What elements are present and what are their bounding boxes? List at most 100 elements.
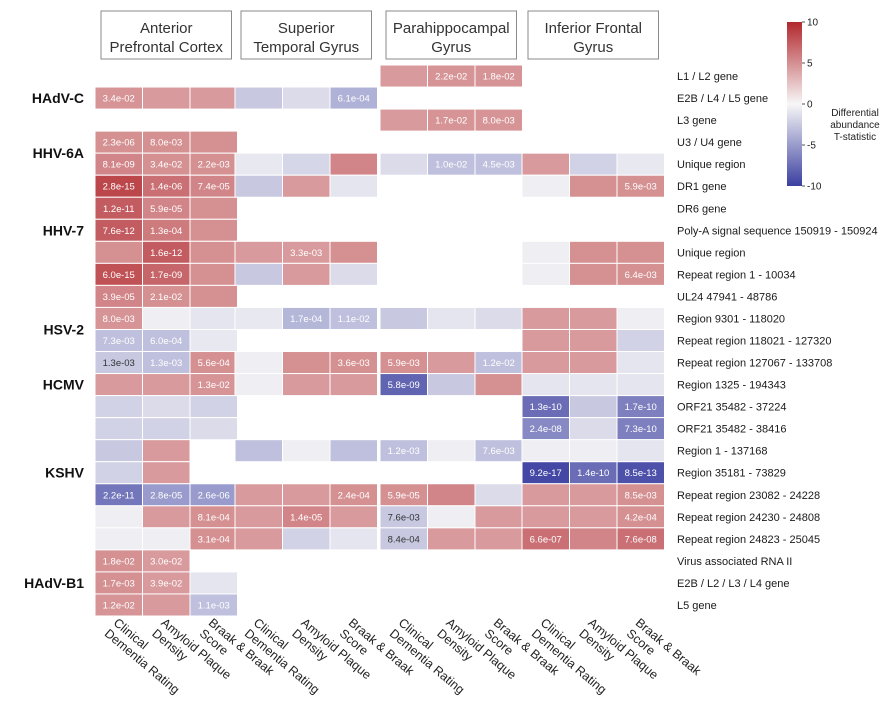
heatmap-cell (282, 86, 331, 110)
row-label: L1 / L2 gene (677, 71, 738, 83)
heatmap-cell (616, 240, 665, 264)
cell-value-label: 3.4e-02 (150, 160, 182, 171)
heatmap-cell (616, 351, 665, 375)
virus-group-label: HCMV (43, 377, 85, 393)
heatmap-cell (189, 130, 238, 154)
region-header-label: Superior (278, 20, 335, 37)
cell-value-label: 3.3e-03 (290, 248, 322, 259)
heatmap-cell (189, 395, 238, 419)
heatmap-cell (282, 373, 331, 397)
heatmap-cell (94, 439, 143, 463)
heatmap-cell (189, 593, 238, 617)
heatmap-cell (282, 439, 331, 463)
heatmap-cell (142, 417, 191, 441)
heatmap-cell (329, 505, 378, 529)
heatmap-cell (569, 306, 618, 330)
cell-value-label: 8.4e-04 (388, 534, 420, 545)
heatmap-cell (189, 218, 238, 242)
cell-value-label: 8.5e-13 (625, 468, 657, 479)
heatmap-cell (569, 439, 618, 463)
heatmap-cell (521, 373, 570, 397)
heatmap-cell (616, 373, 665, 397)
cell-value-label: 1.8e-02 (483, 72, 515, 83)
colorbar-gradient (787, 22, 802, 186)
row-label: ORF21 35482 - 37224 (677, 402, 786, 414)
heatmap-cell (521, 351, 570, 375)
heatmap-cell (329, 174, 378, 198)
virus-group-label: HSV-2 (44, 321, 85, 337)
heatmap-cell (569, 174, 618, 198)
region-header-label: Parahippocampal (393, 20, 510, 37)
row-label: Repeat region 118021 - 127320 (677, 336, 832, 348)
heatmap-cell (234, 439, 283, 463)
virus-group-label: HHV-6A (33, 145, 84, 161)
heatmap-cell (189, 417, 238, 441)
heatmap-cell (282, 152, 331, 176)
row-label: Unique region (677, 247, 746, 259)
heatmap-cell (474, 108, 523, 132)
heatmap-cell (474, 505, 523, 529)
heatmap-cell (189, 306, 238, 330)
heatmap-cell (569, 395, 618, 419)
heatmap-cell (474, 306, 523, 330)
cell-value-label: 2.6e-06 (198, 490, 230, 501)
region-header-box (527, 10, 659, 60)
heatmap-cell (427, 306, 476, 330)
row-label: Repeat region 127067 - 133708 (677, 358, 832, 370)
row-label: L3 gene (677, 115, 717, 127)
row-label: Region 1 - 137168 (677, 446, 768, 458)
heatmap-cell (616, 328, 665, 353)
cell-value-label: 2.2e-11 (103, 490, 135, 501)
cell-value-label: 4.5e-03 (483, 160, 515, 171)
virus-group-label: HHV-7 (43, 222, 84, 238)
heatmap-cell (569, 417, 618, 441)
colorbar-tick-label: -5 (807, 141, 816, 152)
heatmap-cell (234, 240, 283, 264)
cell-value-label: 2.2e-02 (435, 72, 467, 83)
heatmap-cell (282, 262, 331, 286)
cell-value-label: 6.6e-07 (530, 534, 562, 545)
colorbar-title: abundance (830, 120, 880, 131)
region-header-label: Gyrus (431, 39, 471, 56)
cell-value-label: 2.4e-08 (530, 424, 562, 435)
heatmap-cell (521, 152, 570, 176)
heatmap-cell (234, 483, 283, 507)
cell-value-label: 2.2e-03 (198, 160, 230, 171)
heatmap-cell (521, 174, 570, 198)
cell-value-label: 8.0e-03 (103, 314, 135, 325)
cell-value-label: 6.0e-15 (103, 270, 135, 281)
heatmap-cell (569, 505, 618, 529)
row-label: Region 9301 - 118020 (677, 313, 785, 325)
cell-value-label: 8.5e-03 (625, 490, 657, 501)
colorbar-tick-label: 5 (807, 59, 813, 70)
heatmap-cell (521, 240, 570, 264)
heatmap-cell (427, 505, 476, 529)
cell-value-label: 7.6e-03 (388, 512, 420, 523)
heatmap-cell (379, 306, 428, 330)
heatmap-cell (616, 306, 665, 330)
heatmap-cell (616, 152, 665, 176)
heatmap-cell (142, 306, 191, 330)
row-label: E2B / L2 / L3 / L4 gene (677, 578, 790, 590)
cell-value-label: 1.3e-03 (103, 358, 135, 369)
row-label: Unique region (677, 159, 746, 171)
cell-value-label: 5.9e-05 (150, 204, 182, 215)
cell-value-label: 7.6e-12 (103, 226, 135, 237)
heatmap-cell (329, 152, 378, 176)
heatmap-cell (94, 395, 143, 419)
heatmap-cell (234, 373, 283, 397)
cell-value-label: 6.1e-04 (338, 94, 370, 105)
row-label: Region 1325 - 194343 (677, 380, 786, 392)
heatmap-cell (94, 527, 143, 551)
cell-value-label: 1.4e-06 (150, 182, 182, 193)
cell-value-label: 1.4e-05 (290, 512, 322, 523)
heatmap-cell (427, 351, 476, 375)
cell-value-label: 1.8e-02 (103, 556, 135, 567)
colorbar-tick-label: 0 (807, 100, 813, 111)
colorbar-tick-label: 10 (807, 18, 819, 29)
heatmap-cell (474, 64, 523, 88)
cell-value-label: 7.6e-03 (483, 446, 515, 457)
colorbar-title: T-statistic (834, 132, 876, 143)
cell-value-label: 1.2e-02 (103, 600, 135, 611)
